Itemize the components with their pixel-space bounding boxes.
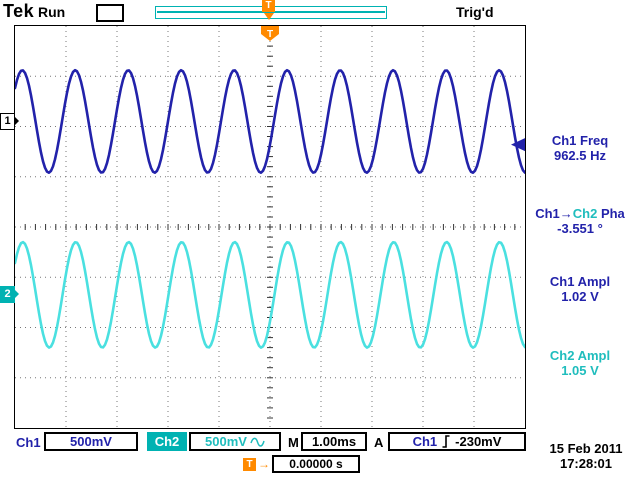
trigger-mode-label: A (374, 435, 384, 450)
measurement-column: Ch1 Freq 962.5 Hz Ch1→Ch2 Pha -3.551 ° Ch1 A… (524, 0, 636, 432)
measurement-value: 1.05 V (561, 363, 599, 378)
ch1-ground-marker[interactable]: 1 (0, 113, 19, 130)
measurement-label: Ch1 Freq (551, 133, 609, 148)
measurement: Ch1 Freq 962.5 Hz (524, 133, 636, 163)
measurement: Ch2 Ampl 1.05 V (524, 348, 636, 378)
measurement: Ch1→Ch2 Pha -3.551 ° (524, 206, 636, 236)
ch1-scale-box[interactable]: 500mV (44, 432, 138, 451)
trigger-status: Trig'd (456, 4, 494, 20)
delay-trigger-icon: T (243, 458, 256, 471)
rising-edge-icon (442, 435, 450, 448)
timebase-label: M (288, 435, 299, 450)
trigger-readout-box[interactable]: Ch1 -230mV (388, 432, 526, 451)
record-trigger-marker[interactable]: T (262, 0, 275, 12)
measurement-value: 962.5 Hz (553, 148, 607, 163)
measurement-label: Ch2 Ampl (549, 348, 611, 363)
trigger-position-marker (261, 26, 279, 41)
measurement-label: Ch1 Ampl (549, 274, 611, 289)
time-text: 17:28:01 (559, 456, 613, 471)
scope-plot: T (13, 26, 527, 428)
datetime-block: 15 Feb 2011 17:28:01 (536, 441, 636, 471)
ch2-scale-box[interactable]: 500mV (189, 432, 281, 451)
waveform-display[interactable]: T (13, 25, 527, 429)
header-button[interactable] (96, 4, 124, 22)
measurement: Ch1 Ampl 1.02 V (524, 274, 636, 304)
delay-readout-box[interactable]: 0.00000 s (272, 455, 360, 473)
timebase-box[interactable]: 1.00ms (301, 432, 367, 451)
record-trigger-caret-icon (264, 13, 274, 20)
ch1-marker-label: 1 (4, 115, 11, 127)
delay-arrow-icon: → (258, 457, 270, 471)
ch1-label: Ch1 (16, 435, 41, 450)
trigger-level-marker (511, 138, 525, 152)
date-text: 15 Feb 2011 (549, 441, 623, 456)
ch2-marker-label: 2 (4, 288, 11, 300)
trigger-level: -230mV (455, 434, 502, 449)
measurement-label: Ch1→Ch2 Pha (535, 206, 625, 221)
measurement-value: 1.02 V (561, 289, 599, 304)
sine-coupling-icon (250, 437, 265, 447)
ch2-label-box[interactable]: Ch2 (147, 432, 187, 451)
tek-logo: Tek (3, 1, 35, 21)
acquisition-state: Run (38, 4, 66, 20)
ch2-ground-marker[interactable]: 2 (0, 286, 19, 303)
ch2-scale-value: 500mV (205, 434, 247, 449)
measurement-value: -3.551 ° (557, 221, 603, 236)
svg-text:T: T (267, 29, 273, 40)
trigger-source: Ch1 (412, 434, 438, 449)
